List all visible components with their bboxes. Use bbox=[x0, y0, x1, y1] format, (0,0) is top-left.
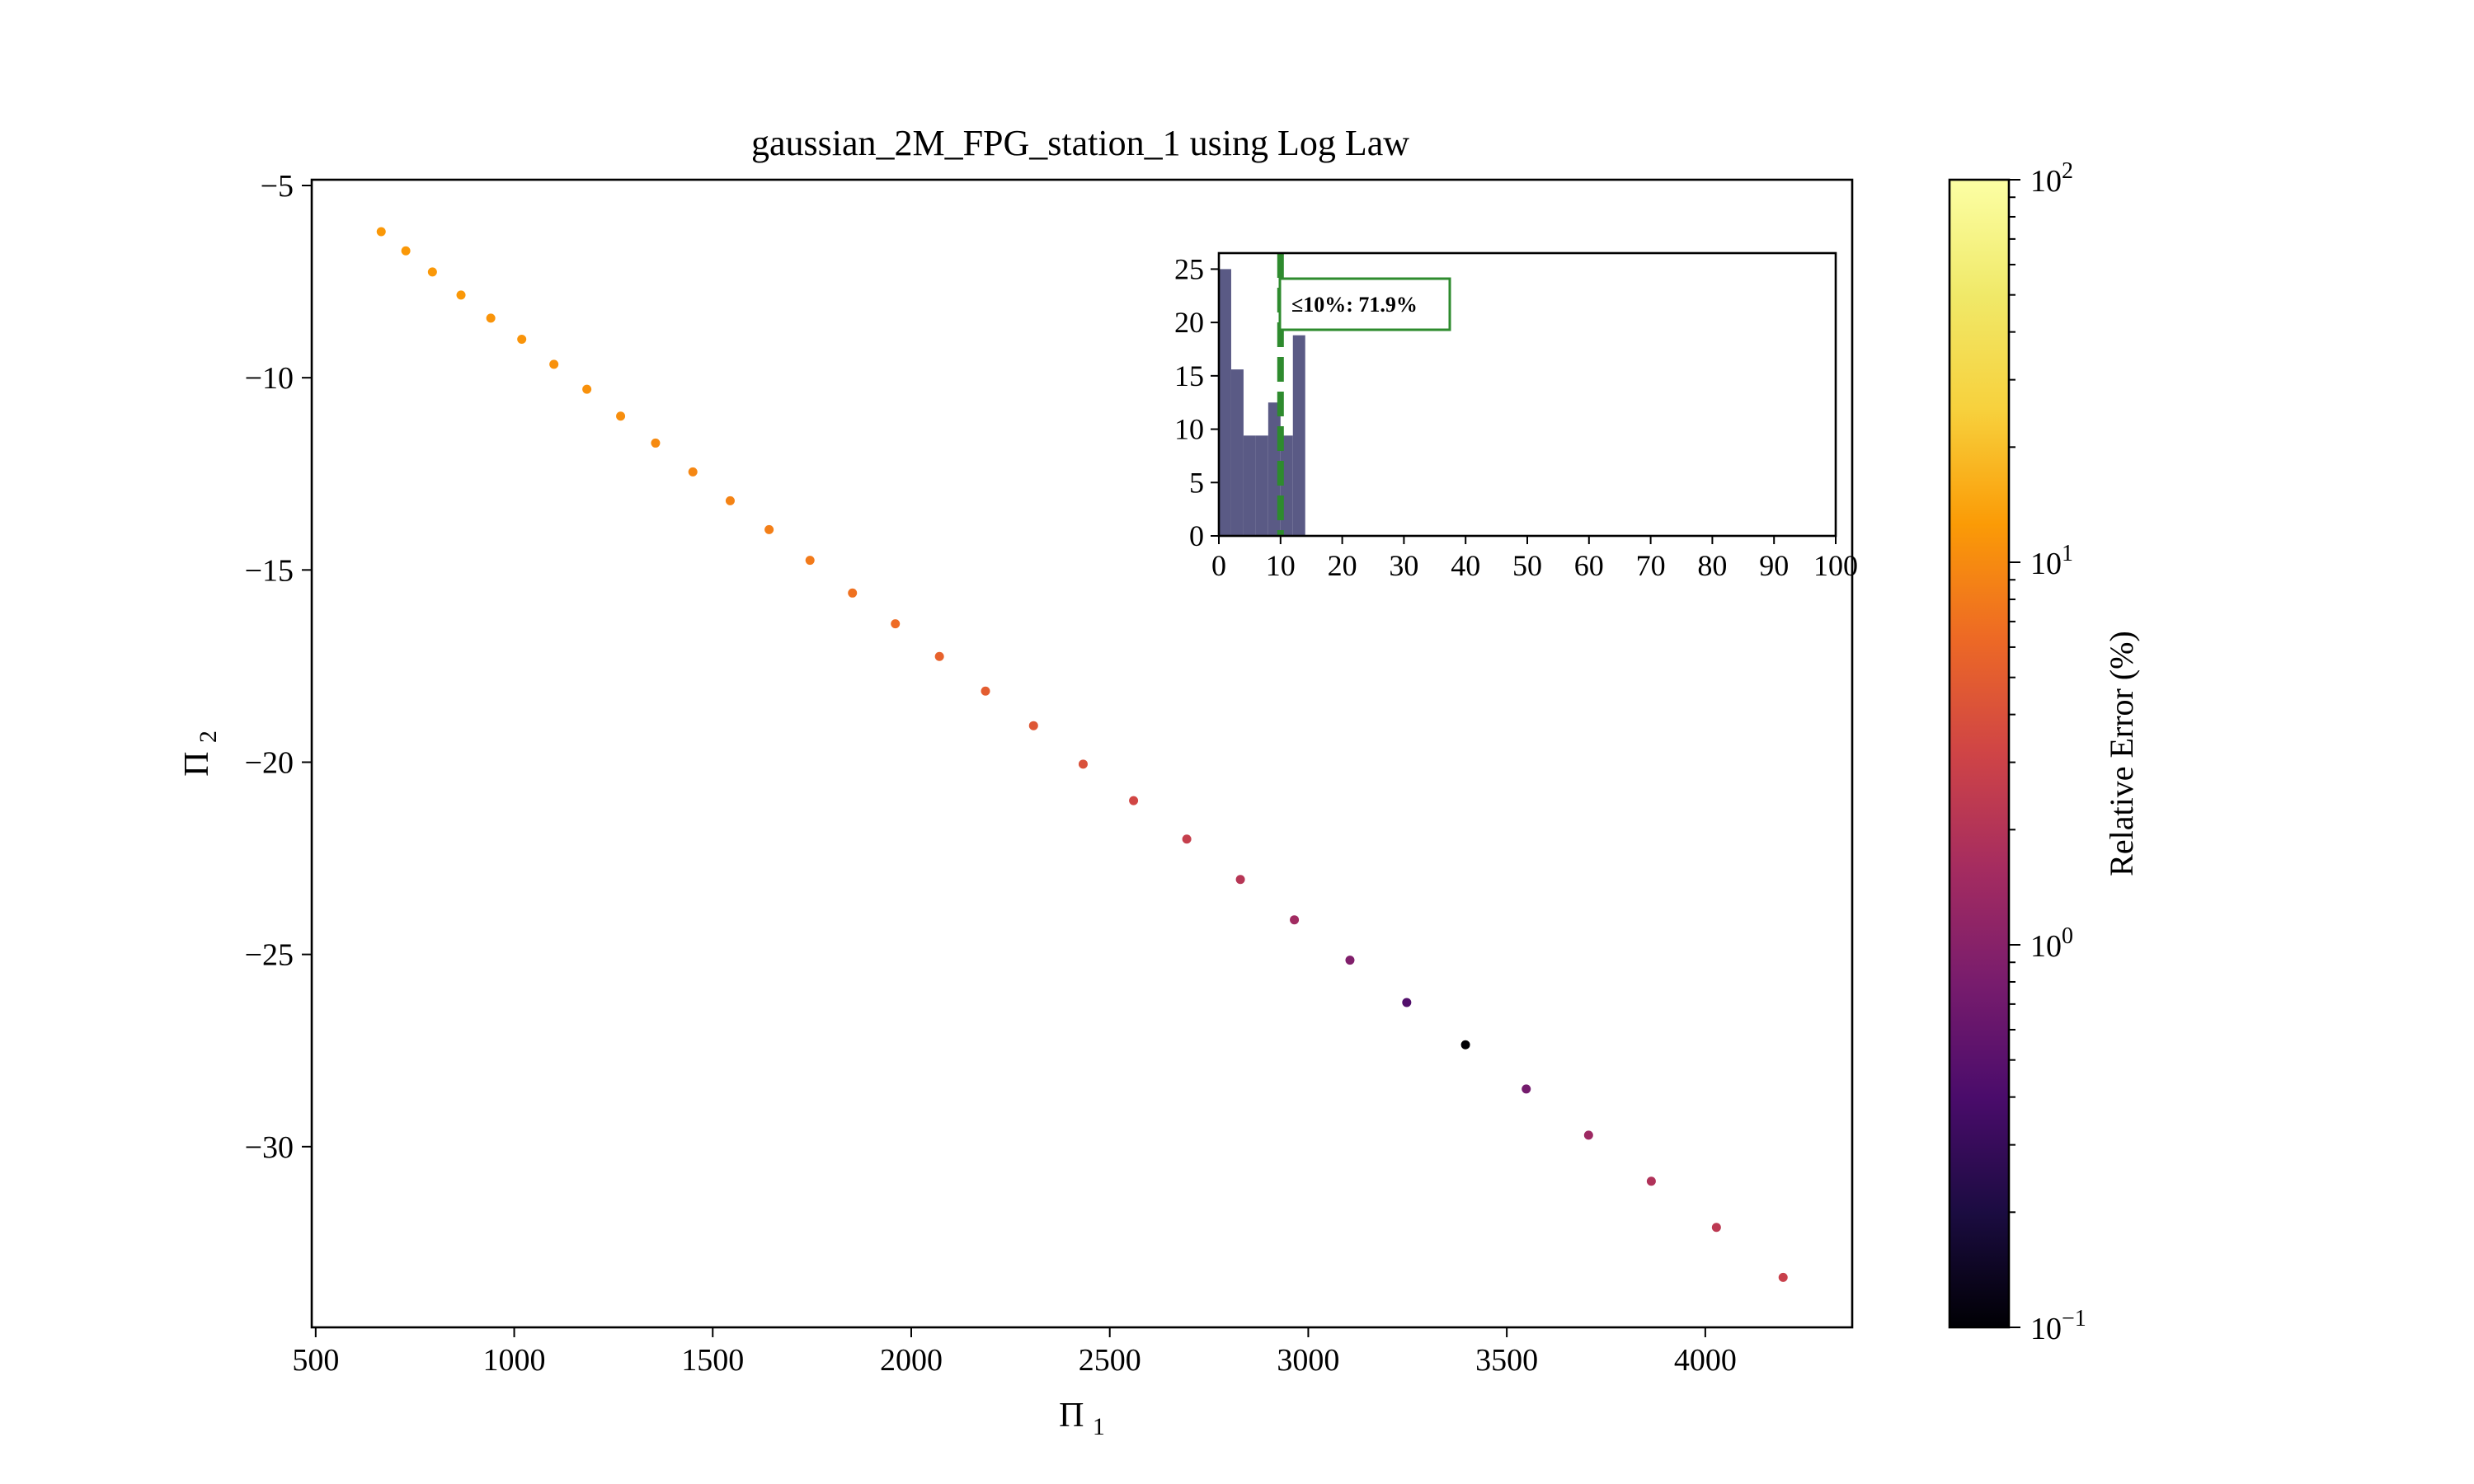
colorbar-tick-label: 100 bbox=[2030, 923, 2073, 964]
scatter-point bbox=[549, 359, 559, 369]
scatter-point bbox=[1646, 1176, 1656, 1186]
y-tick-label: −15 bbox=[245, 553, 294, 588]
y-tick-label: −10 bbox=[245, 361, 294, 396]
scatter-point bbox=[486, 313, 496, 323]
histogram-bar bbox=[1219, 269, 1231, 536]
scatter-point bbox=[725, 495, 735, 505]
x-axis-label: Π 1 bbox=[1059, 1397, 1105, 1440]
inset-x-tick-label: 30 bbox=[1389, 549, 1418, 582]
scatter-point bbox=[616, 411, 626, 421]
scatter-point bbox=[517, 335, 527, 345]
main-plot-frame bbox=[310, 178, 1854, 1329]
scatter-point bbox=[764, 524, 774, 534]
scatter-point bbox=[427, 267, 437, 277]
colorbar-frame bbox=[1948, 178, 2011, 1329]
inset-x-tick-label: 90 bbox=[1759, 549, 1789, 582]
inset-x-axis-ticks: 0 10 20 30 40 50 60 70 80 90 100 bbox=[1211, 536, 1858, 582]
scatter-point bbox=[1235, 875, 1245, 885]
scatter-point bbox=[1078, 759, 1088, 769]
x-tick-label: 4000 bbox=[1674, 1343, 1737, 1378]
colorbar-tick-label: 102 bbox=[2030, 158, 2073, 199]
inset-y-tick-label: 5 bbox=[1189, 466, 1204, 499]
chart-title: gaussian_2M_FPG_station_1 using Log Law bbox=[751, 123, 1409, 163]
x-tick-label: 2500 bbox=[1079, 1343, 1141, 1378]
colorbar-gradient bbox=[1950, 180, 2009, 1327]
scatter-point bbox=[582, 384, 592, 394]
inset-x-tick-label: 70 bbox=[1636, 549, 1666, 582]
inset-x-tick-label: 0 bbox=[1211, 549, 1226, 582]
y-axis-label: Π 2 bbox=[178, 730, 222, 777]
inset-y-tick-label: 10 bbox=[1174, 413, 1204, 446]
scatter-point bbox=[1460, 1040, 1470, 1050]
x-tick-label: 2000 bbox=[880, 1343, 943, 1378]
inset-x-tick-label: 80 bbox=[1697, 549, 1727, 582]
annotation-box bbox=[1278, 277, 1451, 331]
scatter-points bbox=[376, 227, 1788, 1282]
main-scatter-panel: gaussian_2M_FPG_station_1 using Log Law … bbox=[178, 123, 1854, 1440]
scatter-point bbox=[1711, 1223, 1721, 1233]
colorbar: 102 101 100 10−1 Relative Error (%) bbox=[1948, 158, 2140, 1346]
inset-y-tick-label: 20 bbox=[1174, 306, 1204, 339]
annotation-text: ≤10%: 71.9% bbox=[1291, 293, 1418, 317]
scatter-point bbox=[1402, 998, 1412, 1007]
inset-y-tick-label: 25 bbox=[1174, 252, 1204, 285]
inset-x-tick-label: 60 bbox=[1574, 549, 1604, 582]
histogram-bars bbox=[1219, 269, 1305, 536]
inset-histogram-panel: ≤10%: 71.9% 0 10 20 30 40 50 60 70 80 90 100 0 5 10 1… bbox=[1174, 251, 1858, 582]
scatter-point bbox=[1345, 956, 1355, 965]
y-tick-label: −25 bbox=[245, 938, 294, 973]
scatter-point bbox=[651, 438, 661, 448]
scatter-point bbox=[805, 556, 815, 566]
colorbar-tick-label: 101 bbox=[2030, 541, 2073, 581]
colorbar-tick-label: 10−1 bbox=[2030, 1306, 2086, 1346]
x-axis-ticks: 500 1000 1500 2000 2500 3000 3500 4000 bbox=[292, 1327, 1737, 1378]
threshold-annotation: ≤10%: 71.9% bbox=[1278, 277, 1451, 331]
colorbar-tick-labels: 102 101 100 10−1 bbox=[2009, 158, 2086, 1346]
colorbar-label: Relative Error (%) bbox=[2103, 631, 2140, 876]
inset-y-tick-label: 15 bbox=[1174, 359, 1204, 392]
x-tick-label: 1500 bbox=[681, 1343, 744, 1378]
histogram-bar bbox=[1292, 335, 1305, 536]
y-tick-label: −30 bbox=[245, 1130, 294, 1165]
histogram-bar bbox=[1230, 369, 1244, 536]
scatter-point bbox=[1182, 834, 1192, 844]
scatter-point bbox=[456, 290, 466, 300]
scatter-point bbox=[1778, 1272, 1788, 1282]
inset-x-tick-label: 20 bbox=[1328, 549, 1357, 582]
scatter-point bbox=[1028, 721, 1038, 730]
scatter-point bbox=[981, 686, 990, 696]
scatter-point bbox=[1522, 1084, 1531, 1094]
histogram-bar bbox=[1255, 435, 1268, 536]
inset-y-axis-ticks: 0 5 10 15 20 25 bbox=[1174, 252, 1219, 552]
x-tick-label: 500 bbox=[292, 1343, 339, 1378]
inset-y-tick-label: 0 bbox=[1189, 519, 1204, 552]
scatter-point bbox=[1129, 796, 1139, 805]
x-tick-label: 3500 bbox=[1475, 1343, 1538, 1378]
scatter-point bbox=[934, 651, 944, 661]
inset-x-tick-label: 10 bbox=[1266, 549, 1296, 582]
inset-x-tick-label: 100 bbox=[1813, 549, 1858, 582]
inset-x-tick-label: 40 bbox=[1451, 549, 1480, 582]
scatter-point bbox=[1583, 1130, 1593, 1140]
y-tick-label: −5 bbox=[261, 169, 294, 204]
colorbar-minor-ticks bbox=[2009, 196, 2015, 1214]
scatter-point bbox=[848, 588, 858, 598]
x-tick-label: 1000 bbox=[483, 1343, 546, 1378]
scatter-point bbox=[376, 227, 386, 237]
inset-x-tick-label: 50 bbox=[1512, 549, 1542, 582]
scatter-point bbox=[401, 246, 411, 256]
x-tick-label: 3000 bbox=[1277, 1343, 1339, 1378]
y-axis-ticks: −5 −10 −15 −20 −25 −30 bbox=[245, 169, 312, 1165]
y-tick-label: −20 bbox=[245, 745, 294, 780]
histogram-bar bbox=[1243, 435, 1256, 536]
scatter-point bbox=[1290, 915, 1300, 925]
scatter-point bbox=[688, 467, 698, 477]
scatter-point bbox=[891, 619, 901, 629]
